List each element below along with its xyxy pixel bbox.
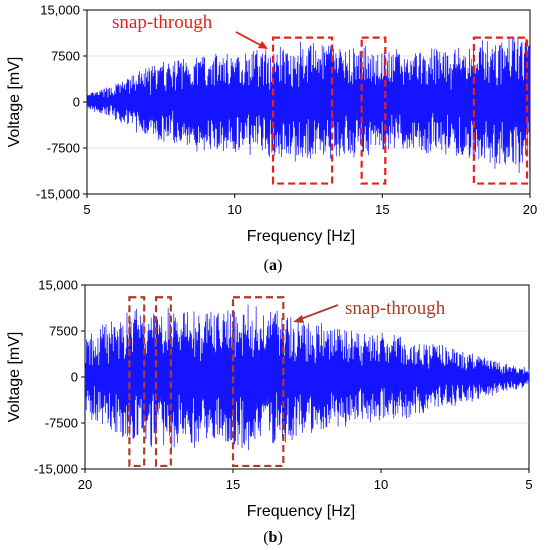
snap-through-box bbox=[360, 36, 387, 185]
y-tick-label: 0 bbox=[71, 370, 78, 385]
snap-through-box bbox=[128, 296, 146, 468]
x-axis-title-a: Frequency [Hz] bbox=[247, 228, 355, 245]
x-tick-label: 5 bbox=[525, 477, 532, 492]
y-tick-label: -15,000 bbox=[36, 187, 80, 202]
y-tick-label: -7500 bbox=[47, 141, 80, 156]
snap-through-box bbox=[154, 296, 172, 468]
annotation-arrow-b bbox=[297, 304, 339, 321]
x-ticks-b: 20 15 10 5 bbox=[78, 469, 533, 492]
y-tick-label: 7500 bbox=[49, 324, 78, 339]
x-tick-label: 10 bbox=[374, 477, 388, 492]
snap-through-box bbox=[271, 36, 334, 185]
y-tick-label: 7500 bbox=[51, 49, 80, 64]
x-tick-label: 15 bbox=[226, 477, 240, 492]
annotation-arrowhead-b bbox=[293, 315, 304, 323]
x-axis-title-b: Frequency [Hz] bbox=[247, 503, 355, 520]
annotation-label-b: snap-through bbox=[345, 298, 446, 319]
annotation-arrow-a bbox=[235, 31, 265, 48]
y-tick-label: 15,000 bbox=[38, 278, 78, 293]
snap-through-boxes-a bbox=[271, 36, 529, 185]
signal-series-a bbox=[86, 36, 531, 173]
signal-series-b bbox=[84, 304, 530, 451]
y-tick-label: -7500 bbox=[45, 416, 78, 431]
panel-caption-a: (a) bbox=[264, 257, 283, 274]
x-tick-label: 10 bbox=[227, 202, 241, 217]
chart-panel-b: -15,000 -7500 0 7500 15,000 20 15 10 5 snap-thr… bbox=[6, 278, 533, 547]
x-tick-label: 20 bbox=[78, 477, 92, 492]
y-axis-title-a: Voltage [mV] bbox=[6, 57, 23, 148]
panel-caption-b: (b) bbox=[263, 529, 283, 546]
y-ticks-b: -15,000 -7500 0 7500 15,000 bbox=[34, 278, 85, 477]
x-ticks-a: 5 10 15 20 bbox=[83, 194, 537, 217]
panel-caption-letter-b: b bbox=[269, 529, 278, 546]
signal-trace bbox=[86, 36, 531, 173]
y-tick-label: 0 bbox=[73, 95, 80, 110]
panel-caption-letter-a: a bbox=[269, 257, 277, 274]
y-axis-title-b: Voltage [mV] bbox=[6, 332, 23, 423]
x-tick-label: 15 bbox=[375, 202, 389, 217]
snap-through-boxes-b bbox=[128, 296, 285, 468]
y-tick-label: -15,000 bbox=[34, 462, 78, 477]
snap-through-box bbox=[472, 36, 529, 185]
signal-trace bbox=[84, 304, 530, 451]
x-tick-label: 20 bbox=[523, 202, 537, 217]
y-tick-label: 15,000 bbox=[40, 3, 80, 18]
annotation-label-a: snap-through bbox=[112, 12, 213, 33]
x-tick-label: 5 bbox=[83, 202, 90, 217]
y-ticks-a: -15,000 -7500 0 7500 15,000 bbox=[36, 3, 87, 202]
chart-panel-a: -15,000 -7500 0 7500 15,000 5 10 15 20 snap-thr… bbox=[6, 3, 537, 275]
annotation-arrowhead-a bbox=[258, 41, 268, 49]
snap-through-box bbox=[231, 296, 285, 468]
